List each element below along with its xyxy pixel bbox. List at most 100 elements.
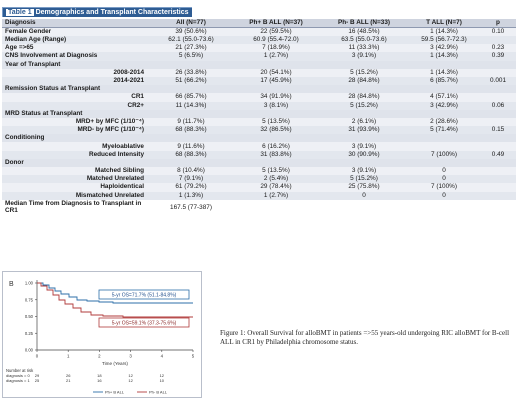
table-cell: 5 (6.5%) <box>150 52 232 61</box>
table-cell: 0 <box>408 175 480 184</box>
table-row: Mismatched Unrelated 1 (1.3%) 1 (2.7%) 0 0 <box>2 191 516 200</box>
column-header: Ph+ B ALL (N=37) <box>232 19 320 28</box>
row-label: Female Gender <box>2 27 150 36</box>
table-cell: 167.5 (77-387) <box>170 203 212 211</box>
risk-value: 18 <box>97 373 102 378</box>
row-label: Median Age (Range) <box>2 36 150 45</box>
table-cell: 0.39 <box>480 52 516 61</box>
table-cell: 3 (9.1%) <box>320 52 408 61</box>
table-cell: 1 (1.3%) <box>150 191 232 200</box>
column-header: T ALL (N=7) <box>408 19 480 28</box>
risk-title: Number at risk <box>6 368 34 373</box>
table-cell: 0.49 <box>480 150 516 159</box>
table-cell: 0.06 <box>480 101 516 110</box>
table-cell: 22 (59.5%) <box>232 27 320 36</box>
table-cell: 39 (50.6%) <box>150 27 232 36</box>
table-cell: 5 (13.5%) <box>232 117 320 127</box>
table-cell: 3 (42.9%) <box>408 101 480 110</box>
table-cell: 28 (84.8%) <box>320 76 408 86</box>
table-cell: 7 (9.1%) <box>150 175 232 184</box>
table-cell: 11 (33.3%) <box>320 44 408 53</box>
row-label: Donor <box>2 158 150 167</box>
x-tick-label: 2 <box>98 354 101 359</box>
y-tick-label: 0.00 <box>25 348 34 353</box>
table-cell: 31 (83.8%) <box>232 150 320 159</box>
table-cell: 66 (85.7%) <box>150 93 232 102</box>
table-cell <box>480 142 516 151</box>
table-cell: 1 (2.7%) <box>232 191 320 200</box>
table-cell: 17 (45.9%) <box>232 76 320 86</box>
row-label: CR1 <box>2 93 150 102</box>
table-cell: 61 (79.2%) <box>150 183 232 192</box>
table-cell: 59.5 (56.7-72.3) <box>408 36 480 45</box>
row-label: Age =>65 <box>2 44 150 53</box>
table-row: CNS Involvement at Diagnosis 5 (6.5%) 1 (2… <box>2 52 516 61</box>
table-cell <box>480 60 516 69</box>
table-cell <box>232 158 320 167</box>
table-cell <box>232 85 320 94</box>
table-cell: 68 (88.3%) <box>150 126 232 135</box>
row-label: CR2+ <box>2 101 150 110</box>
row-label: Haploidentical <box>2 183 150 192</box>
table-cell: 28 (84.8%) <box>320 93 408 102</box>
risk-row-label: diagnosis = 0 <box>6 373 30 378</box>
table-cell: 9 (11.7%) <box>150 117 232 127</box>
table-cell: 0.001 <box>480 76 516 86</box>
section-row: Year of Transplant <box>2 60 516 69</box>
legend: Ph+ B ALL Ph- B ALL <box>93 390 168 395</box>
table-cell: 63.5 (55.0-73.6) <box>320 36 408 45</box>
table-cell <box>320 85 408 94</box>
table-cell: 5 (15.2%) <box>320 68 408 77</box>
os-box-top <box>98 289 190 300</box>
table-cell <box>480 109 516 118</box>
table-cell <box>480 68 516 77</box>
row-label: MRD- by MFC (1/10⁻⁴) <box>2 126 150 135</box>
table-row: MRD- by MFC (1/10⁻⁴) 68 (88.3%) 32 (86.5%)… <box>2 126 516 135</box>
risk-value: 16 <box>97 378 102 383</box>
risk-value: 26 <box>66 373 71 378</box>
table-cell: 0 <box>408 191 480 200</box>
y-tick-label: 0.75 <box>25 297 34 302</box>
curve-ph-negative <box>37 282 193 318</box>
table-title: Demographics and Transplant Characterist… <box>35 9 189 16</box>
table-cell: 7 (100%) <box>408 183 480 192</box>
table-cell: 6 (85.7%) <box>408 76 480 86</box>
table-cell <box>320 109 408 118</box>
demographics-table: Diagnosis All (N=77) Ph+ B ALL (N=37) Ph- B… <box>2 19 516 215</box>
table-cell: 4 (57.1%) <box>408 93 480 102</box>
x-tick-label: 1 <box>67 354 70 359</box>
table-cell <box>480 191 516 200</box>
table-label: Table 1 <box>6 9 34 16</box>
risk-row-label: diagnosis = 1 <box>6 378 30 383</box>
x-tick-label: 5 <box>192 354 195 359</box>
table-cell <box>480 36 516 45</box>
table-cell <box>320 200 408 215</box>
table-cell <box>480 183 516 192</box>
table-row: Age =>65 21 (27.3%) 7 (18.9%) 11 (33.3%) 3 (… <box>2 44 516 53</box>
table-cell <box>480 158 516 167</box>
demographics-table-section: Table 1 Demographics and Transplant Chara… <box>2 1 516 215</box>
y-ticks: 1.00 0.75 0.50 0.25 0.00 <box>25 281 37 353</box>
table-cell: 3 (8.1%) <box>232 101 320 110</box>
table-row: Matched Sibling 8 (10.4%) 5 (13.5%) 3 (9.1%… <box>2 167 516 176</box>
y-tick-label: 1.00 <box>25 281 34 286</box>
table-cell <box>150 109 232 118</box>
os-box-top-text: 5-yr OS=71.7% (51.1-84.8%) <box>112 293 177 299</box>
table-cell: 20 (54.1%) <box>232 68 320 77</box>
table-cell: 25 (75.8%) <box>320 183 408 192</box>
x-ticks: 0 1 2 3 4 5 <box>36 350 195 359</box>
os-box-bottom <box>98 317 190 328</box>
table-cell <box>480 175 516 184</box>
table-cell <box>320 134 408 143</box>
table-cell: 6 (16.2%) <box>232 142 320 151</box>
table-cell: 51 (66.2%) <box>150 76 232 86</box>
table-cell <box>150 134 232 143</box>
risk-value: 12 <box>128 378 133 383</box>
table-cell: 34 (91.9%) <box>232 93 320 102</box>
table-cell: 11 (14.3%) <box>150 101 232 110</box>
table-cell: 32 (86.5%) <box>232 126 320 135</box>
table-row: 2014-2021 51 (66.2%) 17 (45.9%) 28 (84.8%) 6… <box>2 76 516 86</box>
table-cell: 30 (90.9%) <box>320 150 408 159</box>
table-cell: 2 (28.6%) <box>408 117 480 127</box>
